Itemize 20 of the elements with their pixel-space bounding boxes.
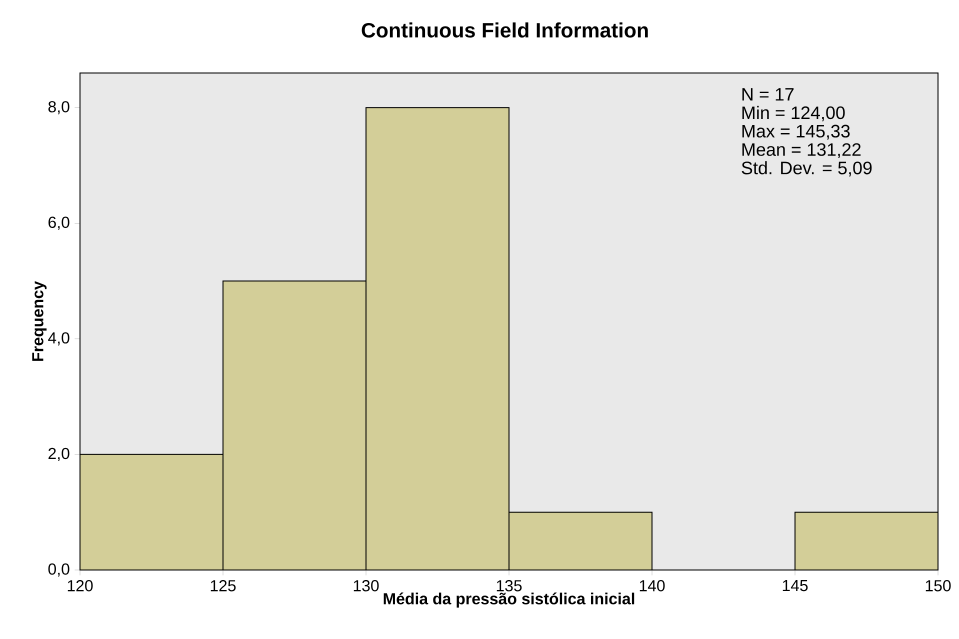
x-axis-title: Média da pressão sistólica inicial (384, 592, 634, 608)
x-tick-label: 130 (354, 580, 379, 592)
x-tick-label: 150 (926, 580, 951, 592)
x-tick-label: 145 (782, 580, 808, 592)
y-tick-label: 8,0 (48, 101, 70, 114)
x-tick-label: 120 (68, 580, 93, 592)
y-tick-label: 0,0 (48, 563, 70, 577)
x-tick-label: 125 (210, 580, 236, 592)
y-tick-label: 6,0 (48, 216, 70, 230)
y-tick-label: 4,0 (48, 332, 70, 346)
annotation: N = 17 (742, 88, 794, 101)
annotation: Mean = 131,22 (742, 143, 861, 158)
annotation: Std. Dev. = 5,09 (742, 161, 872, 176)
chart-title: Continuous Field Information (362, 22, 648, 38)
annotation: Max = 145,33 (742, 124, 850, 140)
annotation: Min = 124,00 (742, 106, 845, 122)
y-tick-label: 2,0 (48, 448, 70, 462)
x-tick-label: 135 (496, 580, 522, 592)
y-axis-title: Frequency (32, 281, 47, 361)
x-tick-label: 140 (640, 580, 665, 592)
